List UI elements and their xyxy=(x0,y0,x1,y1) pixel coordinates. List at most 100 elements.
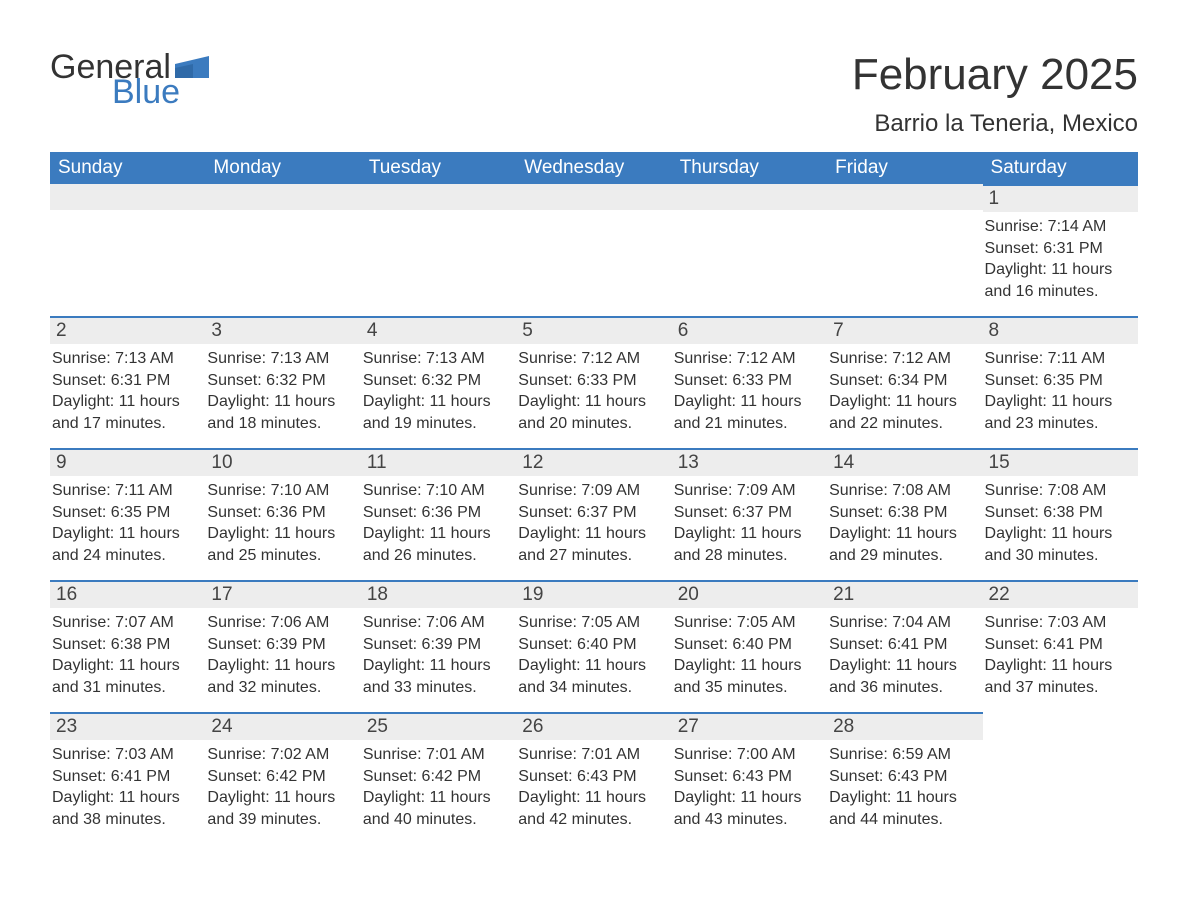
day-number: 4 xyxy=(361,316,516,344)
calendar-cell: 11Sunrise: 7:10 AMSunset: 6:36 PMDayligh… xyxy=(361,448,516,580)
sunset-text: Sunset: 6:41 PM xyxy=(52,766,203,788)
calendar-cell: 25Sunrise: 7:01 AMSunset: 6:42 PMDayligh… xyxy=(361,712,516,844)
day-details: Sunrise: 7:05 AMSunset: 6:40 PMDaylight:… xyxy=(672,608,827,702)
sunset-text: Sunset: 6:39 PM xyxy=(207,634,358,656)
day-details: Sunrise: 7:03 AMSunset: 6:41 PMDaylight:… xyxy=(50,740,205,834)
sunset-text: Sunset: 6:34 PM xyxy=(829,370,980,392)
sunset-text: Sunset: 6:35 PM xyxy=(985,370,1136,392)
day-number: 27 xyxy=(672,712,827,740)
calendar-cell: 14Sunrise: 7:08 AMSunset: 6:38 PMDayligh… xyxy=(827,448,982,580)
sunrise-text: Sunrise: 7:00 AM xyxy=(674,744,825,766)
sunset-text: Sunset: 6:32 PM xyxy=(363,370,514,392)
sunrise-text: Sunrise: 7:03 AM xyxy=(52,744,203,766)
day-number: 25 xyxy=(361,712,516,740)
day-details: Sunrise: 7:12 AMSunset: 6:33 PMDaylight:… xyxy=(672,344,827,438)
empty-day-header xyxy=(205,184,360,210)
day-number: 12 xyxy=(516,448,671,476)
weekday-header: Saturday xyxy=(983,152,1138,184)
calendar-cell: 6Sunrise: 7:12 AMSunset: 6:33 PMDaylight… xyxy=(672,316,827,448)
logo-text-blue: Blue xyxy=(112,77,209,108)
sunset-text: Sunset: 6:37 PM xyxy=(518,502,669,524)
calendar-cell xyxy=(361,184,516,316)
sunset-text: Sunset: 6:38 PM xyxy=(52,634,203,656)
day-number: 6 xyxy=(672,316,827,344)
sunrise-text: Sunrise: 7:08 AM xyxy=(829,480,980,502)
calendar-week-row: 9Sunrise: 7:11 AMSunset: 6:35 PMDaylight… xyxy=(50,448,1138,580)
day-details: Sunrise: 7:13 AMSunset: 6:32 PMDaylight:… xyxy=(205,344,360,438)
empty-day-header xyxy=(361,184,516,210)
calendar-cell xyxy=(672,184,827,316)
day-number: 28 xyxy=(827,712,982,740)
day-number: 22 xyxy=(983,580,1138,608)
calendar-cell: 3Sunrise: 7:13 AMSunset: 6:32 PMDaylight… xyxy=(205,316,360,448)
calendar-cell: 19Sunrise: 7:05 AMSunset: 6:40 PMDayligh… xyxy=(516,580,671,712)
day-number: 18 xyxy=(361,580,516,608)
sunrise-text: Sunrise: 7:13 AM xyxy=(363,348,514,370)
calendar-cell: 23Sunrise: 7:03 AMSunset: 6:41 PMDayligh… xyxy=(50,712,205,844)
calendar-cell xyxy=(516,184,671,316)
day-number: 9 xyxy=(50,448,205,476)
title-block: February 2025 Barrio la Teneria, Mexico xyxy=(852,50,1138,146)
daylight-text: Daylight: 11 hours and 31 minutes. xyxy=(52,655,203,698)
sunset-text: Sunset: 6:38 PM xyxy=(985,502,1136,524)
calendar-cell: 2Sunrise: 7:13 AMSunset: 6:31 PMDaylight… xyxy=(50,316,205,448)
sunset-text: Sunset: 6:33 PM xyxy=(674,370,825,392)
day-details: Sunrise: 7:01 AMSunset: 6:43 PMDaylight:… xyxy=(516,740,671,834)
sunrise-text: Sunrise: 7:09 AM xyxy=(674,480,825,502)
calendar-cell: 5Sunrise: 7:12 AMSunset: 6:33 PMDaylight… xyxy=(516,316,671,448)
daylight-text: Daylight: 11 hours and 33 minutes. xyxy=(363,655,514,698)
sunrise-text: Sunrise: 7:05 AM xyxy=(518,612,669,634)
daylight-text: Daylight: 11 hours and 29 minutes. xyxy=(829,523,980,566)
calendar-cell: 10Sunrise: 7:10 AMSunset: 6:36 PMDayligh… xyxy=(205,448,360,580)
day-number: 8 xyxy=(983,316,1138,344)
day-details: Sunrise: 7:07 AMSunset: 6:38 PMDaylight:… xyxy=(50,608,205,702)
sunrise-text: Sunrise: 7:01 AM xyxy=(363,744,514,766)
daylight-text: Daylight: 11 hours and 18 minutes. xyxy=(207,391,358,434)
calendar-cell: 12Sunrise: 7:09 AMSunset: 6:37 PMDayligh… xyxy=(516,448,671,580)
daylight-text: Daylight: 11 hours and 27 minutes. xyxy=(518,523,669,566)
daylight-text: Daylight: 11 hours and 36 minutes. xyxy=(829,655,980,698)
sunrise-text: Sunrise: 7:06 AM xyxy=(363,612,514,634)
sunset-text: Sunset: 6:43 PM xyxy=(829,766,980,788)
daylight-text: Daylight: 11 hours and 37 minutes. xyxy=(985,655,1136,698)
sunset-text: Sunset: 6:39 PM xyxy=(363,634,514,656)
day-number: 3 xyxy=(205,316,360,344)
calendar-cell: 27Sunrise: 7:00 AMSunset: 6:43 PMDayligh… xyxy=(672,712,827,844)
calendar-body: 1Sunrise: 7:14 AMSunset: 6:31 PMDaylight… xyxy=(50,184,1138,844)
daylight-text: Daylight: 11 hours and 40 minutes. xyxy=(363,787,514,830)
day-number: 17 xyxy=(205,580,360,608)
daylight-text: Daylight: 11 hours and 28 minutes. xyxy=(674,523,825,566)
day-details: Sunrise: 7:10 AMSunset: 6:36 PMDaylight:… xyxy=(361,476,516,570)
day-number: 26 xyxy=(516,712,671,740)
empty-day-header xyxy=(827,184,982,210)
sunset-text: Sunset: 6:40 PM xyxy=(674,634,825,656)
daylight-text: Daylight: 11 hours and 17 minutes. xyxy=(52,391,203,434)
sunrise-text: Sunrise: 7:08 AM xyxy=(985,480,1136,502)
day-number: 19 xyxy=(516,580,671,608)
sunrise-text: Sunrise: 7:05 AM xyxy=(674,612,825,634)
calendar-week-row: 2Sunrise: 7:13 AMSunset: 6:31 PMDaylight… xyxy=(50,316,1138,448)
sunrise-text: Sunrise: 7:03 AM xyxy=(985,612,1136,634)
sunset-text: Sunset: 6:42 PM xyxy=(207,766,358,788)
weekday-header: Sunday xyxy=(50,152,205,184)
day-details: Sunrise: 7:06 AMSunset: 6:39 PMDaylight:… xyxy=(205,608,360,702)
day-details: Sunrise: 7:12 AMSunset: 6:34 PMDaylight:… xyxy=(827,344,982,438)
daylight-text: Daylight: 11 hours and 44 minutes. xyxy=(829,787,980,830)
day-number: 1 xyxy=(983,184,1138,212)
sunset-text: Sunset: 6:31 PM xyxy=(985,238,1136,260)
sunrise-text: Sunrise: 7:12 AM xyxy=(829,348,980,370)
sunrise-text: Sunrise: 7:12 AM xyxy=(674,348,825,370)
day-details: Sunrise: 7:08 AMSunset: 6:38 PMDaylight:… xyxy=(827,476,982,570)
day-number: 15 xyxy=(983,448,1138,476)
daylight-text: Daylight: 11 hours and 35 minutes. xyxy=(674,655,825,698)
day-number: 14 xyxy=(827,448,982,476)
calendar-cell xyxy=(983,712,1138,844)
sunset-text: Sunset: 6:36 PM xyxy=(207,502,358,524)
sunset-text: Sunset: 6:43 PM xyxy=(674,766,825,788)
logo-flag-icon xyxy=(175,56,209,78)
calendar-cell: 18 Sunrise: 7:06 AMSunset: 6:39 PMDayligh… xyxy=(361,580,516,712)
daylight-text: Daylight: 11 hours and 30 minutes. xyxy=(985,523,1136,566)
calendar-cell xyxy=(205,184,360,316)
calendar-cell: 21Sunrise: 7:04 AMSunset: 6:41 PMDayligh… xyxy=(827,580,982,712)
daylight-text: Daylight: 11 hours and 21 minutes. xyxy=(674,391,825,434)
